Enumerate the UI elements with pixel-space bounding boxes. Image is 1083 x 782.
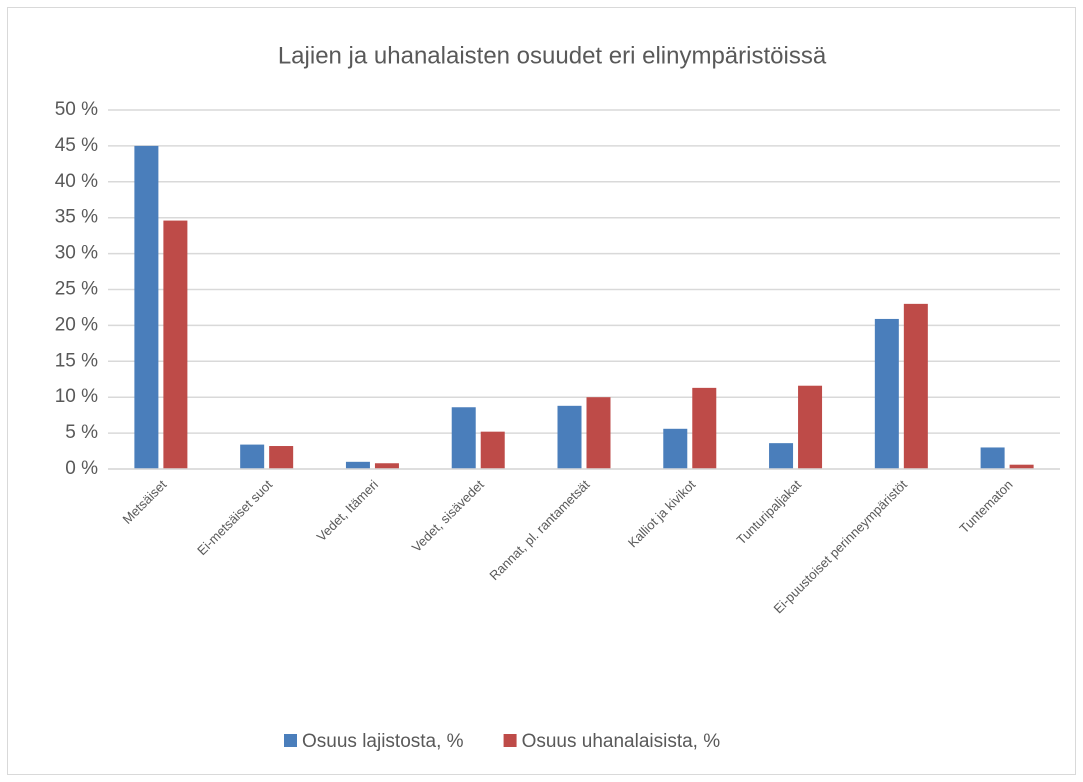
legend-swatch xyxy=(284,734,297,747)
y-tick-label: 50 % xyxy=(55,99,98,120)
y-tick-label: 5 % xyxy=(65,422,98,443)
bar xyxy=(163,220,188,469)
chart-title: Lajien ja uhanalaisten osuudet eri eliny… xyxy=(278,42,827,69)
y-tick-label: 15 % xyxy=(55,350,98,371)
bar xyxy=(692,387,717,469)
bar xyxy=(451,407,476,469)
bar xyxy=(269,446,294,469)
bar xyxy=(663,428,688,469)
bar xyxy=(874,318,899,469)
bar xyxy=(557,405,582,469)
y-tick-label: 40 % xyxy=(55,171,98,192)
bar xyxy=(480,431,505,469)
bar xyxy=(374,463,399,469)
bar xyxy=(586,397,611,469)
y-tick-label: 25 % xyxy=(55,279,98,300)
legend-swatch xyxy=(503,734,517,747)
y-tick-label: 45 % xyxy=(55,135,98,156)
y-tick-label: 10 % xyxy=(55,386,98,407)
bar xyxy=(134,145,159,469)
y-tick-label: 20 % xyxy=(55,314,98,335)
bar xyxy=(980,447,1005,469)
bar xyxy=(240,444,265,469)
bar xyxy=(1009,464,1034,469)
legend-label: Osuus uhanalaisista, % xyxy=(522,731,721,752)
y-tick-label: 30 % xyxy=(55,243,98,264)
bar xyxy=(345,461,370,469)
legend-label: Osuus lajistosta, % xyxy=(302,731,464,752)
bar xyxy=(903,303,928,469)
y-tick-label: 0 % xyxy=(65,458,98,479)
bar xyxy=(798,385,823,469)
y-tick-label: 35 % xyxy=(55,207,98,228)
bar xyxy=(769,443,794,469)
